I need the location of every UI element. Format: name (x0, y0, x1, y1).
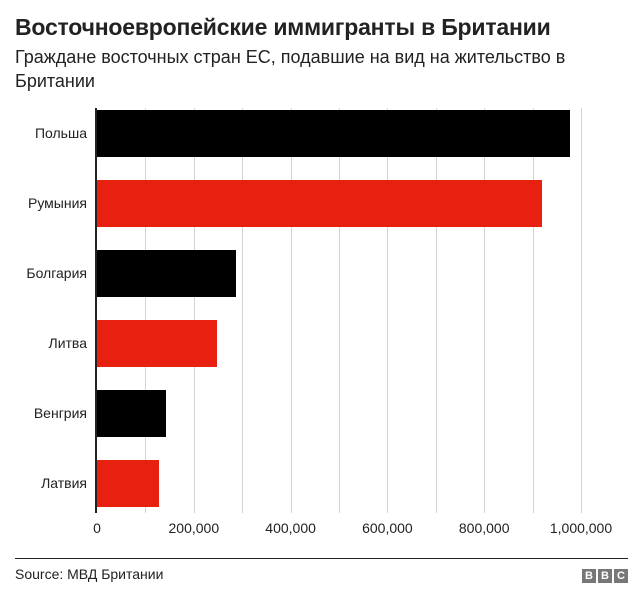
x-tick-label: 400,000 (265, 520, 316, 536)
bar-2 (97, 250, 236, 297)
category-label: Болгария (26, 265, 87, 281)
chart-subtitle: Граждане восточных стран ЕС, подавшие на… (15, 47, 566, 91)
gridline (532, 108, 534, 513)
plot-area (95, 108, 597, 513)
x-tick-label: 200,000 (168, 520, 220, 536)
gridline (339, 108, 340, 513)
footer-divider (15, 558, 628, 559)
gridline (242, 108, 244, 513)
bar-0 (97, 110, 570, 157)
bbc-logo-letter: B (582, 569, 596, 583)
gridline (435, 108, 437, 513)
category-label: Латвия (41, 475, 87, 491)
bar-5 (97, 460, 159, 507)
gridline (290, 108, 292, 513)
gridline (145, 108, 147, 513)
category-label: Венгрия (33, 405, 87, 421)
gridline (193, 108, 195, 513)
x-tick-label: 0 (93, 520, 101, 536)
bar-1 (97, 180, 542, 227)
gridline (484, 108, 486, 513)
chart-title: Восточноевропейские иммигранты в Британи… (15, 14, 551, 40)
gridline (387, 108, 389, 513)
x-tick-label: 600,000 (362, 520, 413, 536)
bbc-logo-letter: B (598, 569, 612, 583)
y-axis-line (95, 108, 97, 513)
category-label: Литва (48, 335, 88, 351)
bbc-logo-letter: C (614, 569, 628, 583)
bar-3 (97, 320, 218, 367)
gridline (581, 108, 582, 513)
category-label: Польша (34, 125, 87, 141)
source-note: Source: МВД Британии (15, 566, 164, 582)
x-tick-label: 800,000 (458, 520, 510, 536)
x-tick-label: 1,000,000 (549, 520, 613, 536)
bar-4 (97, 390, 167, 437)
category-label: Румыния (27, 195, 87, 211)
bbc-logo: B B C (582, 569, 628, 583)
